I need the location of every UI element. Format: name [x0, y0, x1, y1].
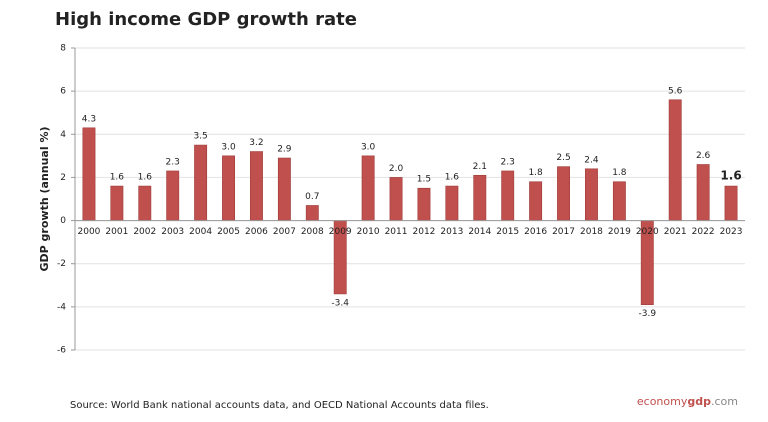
data-label: 3.2	[249, 138, 263, 148]
x-tick-label: 2016	[524, 227, 547, 237]
data-label: 1.5	[417, 175, 431, 185]
x-tick-label: 2020	[636, 227, 659, 237]
x-tick-label: 2005	[217, 227, 240, 237]
data-label: 1.6	[445, 173, 460, 183]
bar	[417, 187, 431, 221]
data-label: 2.3	[166, 157, 180, 167]
data-label: 1.8	[528, 168, 543, 178]
x-tick-label: 2010	[357, 227, 380, 237]
x-tick-label: 2011	[385, 227, 408, 237]
y-axis-label: GDP growth (annual %)	[38, 126, 51, 271]
x-tick-label: 2002	[133, 227, 156, 237]
brand: economygdp.com	[637, 395, 738, 408]
y-tick-label: -2	[57, 259, 66, 269]
y-tick-label: 8	[60, 44, 66, 54]
x-tick-label: 2004	[189, 227, 212, 237]
x-tick-label: 2014	[468, 227, 491, 237]
data-label: 3.0	[361, 142, 376, 152]
x-tick-label: 2022	[692, 227, 715, 237]
bar	[277, 157, 291, 221]
bar	[110, 185, 124, 221]
data-label: -3.9	[639, 309, 657, 319]
data-label: 2.5	[556, 153, 570, 163]
data-label: 4.3	[82, 114, 96, 124]
data-label: 1.6	[138, 173, 153, 183]
data-label: 2.9	[277, 145, 292, 155]
data-label: -3.4	[331, 298, 349, 308]
bar	[724, 185, 738, 221]
bar	[668, 99, 682, 221]
bar	[473, 174, 487, 221]
data-label: 1.6	[110, 173, 125, 183]
x-tick-label: 2018	[580, 227, 603, 237]
x-tick-label: 2009	[329, 227, 352, 237]
y-tick-label: -6	[57, 346, 66, 356]
x-tick-label: 2013	[440, 227, 463, 237]
y-tick-label: 2	[60, 173, 66, 183]
bar	[389, 177, 403, 221]
x-tick-label: 2021	[664, 227, 687, 237]
bar	[557, 166, 570, 221]
data-label: 5.6	[668, 86, 683, 96]
bar	[696, 164, 710, 221]
bar	[222, 155, 235, 221]
x-tick-label: 2003	[161, 227, 184, 237]
bar	[529, 181, 543, 221]
brand-part: economy	[637, 395, 688, 408]
x-tick-label: 2012	[413, 227, 436, 237]
data-label: 0.7	[305, 192, 319, 202]
x-tick-label: 2023	[720, 227, 743, 237]
bar	[194, 144, 208, 221]
x-tick-label: 2007	[273, 227, 296, 237]
x-tick-label: 2006	[245, 227, 268, 237]
bar	[138, 185, 152, 221]
y-tick-label: 4	[60, 130, 66, 140]
bar	[501, 170, 515, 221]
data-label: 3.0	[221, 142, 236, 152]
data-label: 2.3	[501, 157, 515, 167]
source-note: Source: World Bank national accounts dat…	[70, 400, 489, 411]
data-label: 3.5	[193, 132, 207, 142]
bar	[250, 151, 263, 221]
chart-title: High income GDP growth rate	[55, 9, 357, 30]
y-tick-label: 6	[60, 87, 66, 97]
x-tick-label: 2015	[496, 227, 519, 237]
data-label: 1.8	[612, 168, 627, 178]
data-label: 2.4	[584, 155, 599, 165]
bar	[82, 127, 96, 221]
bar	[612, 181, 626, 221]
brand-part: .com	[711, 395, 738, 408]
bar	[361, 155, 375, 221]
x-tick-label: 2008	[301, 227, 324, 237]
y-tick-label: 0	[60, 216, 66, 226]
x-tick-label: 2001	[105, 227, 128, 237]
data-label: 1.6	[720, 169, 741, 183]
x-tick-label: 2000	[78, 227, 101, 237]
x-tick-label: 2019	[608, 227, 631, 237]
y-tick-label: -4	[57, 302, 66, 312]
data-label: 2.1	[473, 162, 487, 172]
brand-part: gdp	[687, 395, 711, 408]
data-label: 2.0	[389, 164, 404, 174]
bar	[445, 185, 459, 221]
bar	[166, 170, 180, 221]
x-tick-label: 2017	[552, 227, 575, 237]
bar	[585, 168, 598, 221]
bar	[305, 205, 319, 221]
data-label: 2.6	[696, 151, 711, 161]
